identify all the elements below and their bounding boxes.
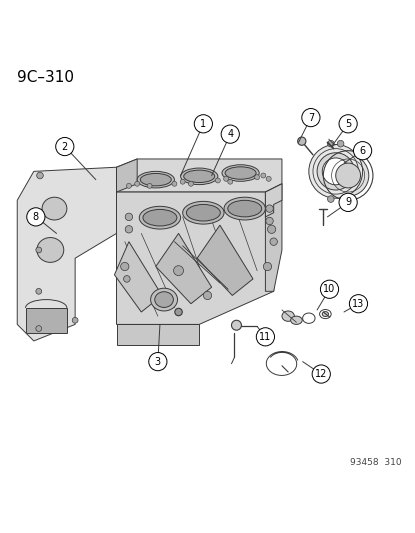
Ellipse shape <box>37 238 64 262</box>
Ellipse shape <box>228 200 262 217</box>
Circle shape <box>188 181 193 186</box>
Circle shape <box>36 247 42 253</box>
Circle shape <box>135 181 140 186</box>
Circle shape <box>266 217 273 225</box>
Ellipse shape <box>327 155 369 196</box>
Circle shape <box>261 173 266 178</box>
Circle shape <box>255 175 260 180</box>
Ellipse shape <box>224 197 266 220</box>
Ellipse shape <box>282 311 294 321</box>
Circle shape <box>320 280 339 298</box>
Circle shape <box>56 138 74 156</box>
Circle shape <box>327 196 334 203</box>
Text: 2: 2 <box>62 142 68 151</box>
Text: 8: 8 <box>33 212 39 222</box>
Ellipse shape <box>143 209 177 226</box>
Ellipse shape <box>322 158 349 185</box>
Circle shape <box>124 276 130 282</box>
Circle shape <box>221 125 239 143</box>
Ellipse shape <box>309 144 363 198</box>
Circle shape <box>147 183 152 188</box>
Text: 10: 10 <box>323 284 336 294</box>
Ellipse shape <box>137 172 174 188</box>
Ellipse shape <box>186 205 220 221</box>
Circle shape <box>194 115 212 133</box>
Circle shape <box>268 225 276 233</box>
Polygon shape <box>266 184 282 217</box>
Circle shape <box>125 225 133 233</box>
Polygon shape <box>117 325 199 345</box>
Text: 5: 5 <box>345 119 351 129</box>
Ellipse shape <box>225 167 256 179</box>
Text: 7: 7 <box>308 112 314 123</box>
Circle shape <box>354 142 372 160</box>
Circle shape <box>175 308 182 316</box>
Text: 93458  310: 93458 310 <box>350 458 402 467</box>
Ellipse shape <box>42 197 67 220</box>
Circle shape <box>203 292 212 300</box>
Text: 1: 1 <box>200 119 206 129</box>
Text: 9C–310: 9C–310 <box>17 70 74 85</box>
Circle shape <box>232 320 242 330</box>
Circle shape <box>228 179 233 184</box>
Circle shape <box>327 140 334 147</box>
Text: 6: 6 <box>359 146 366 156</box>
Polygon shape <box>156 233 212 304</box>
Circle shape <box>36 326 42 332</box>
Circle shape <box>339 193 357 212</box>
Circle shape <box>149 352 167 371</box>
Polygon shape <box>117 192 273 325</box>
Ellipse shape <box>183 201 224 224</box>
Ellipse shape <box>184 170 215 182</box>
Circle shape <box>312 365 330 383</box>
Circle shape <box>266 176 271 181</box>
Text: 4: 4 <box>227 129 233 139</box>
Polygon shape <box>115 241 162 312</box>
Circle shape <box>125 213 133 221</box>
Text: 3: 3 <box>155 357 161 367</box>
Circle shape <box>36 288 42 294</box>
Polygon shape <box>266 184 282 292</box>
Text: 13: 13 <box>352 298 365 309</box>
Circle shape <box>256 328 274 346</box>
Ellipse shape <box>317 153 354 190</box>
Polygon shape <box>117 159 137 192</box>
Circle shape <box>121 262 129 271</box>
Ellipse shape <box>290 316 302 325</box>
Polygon shape <box>17 167 117 341</box>
Circle shape <box>172 181 177 186</box>
Ellipse shape <box>151 288 178 311</box>
Circle shape <box>337 140 344 147</box>
Circle shape <box>215 178 220 183</box>
Text: 12: 12 <box>315 369 327 379</box>
Text: 9: 9 <box>345 197 351 207</box>
Ellipse shape <box>322 312 329 317</box>
Circle shape <box>298 137 306 146</box>
Polygon shape <box>197 225 253 295</box>
Polygon shape <box>117 159 282 192</box>
Circle shape <box>37 172 43 179</box>
Circle shape <box>339 115 357 133</box>
Circle shape <box>72 317 78 323</box>
Circle shape <box>36 210 42 216</box>
Circle shape <box>224 176 229 181</box>
Polygon shape <box>25 308 67 333</box>
Ellipse shape <box>222 165 259 181</box>
Circle shape <box>270 238 277 245</box>
Circle shape <box>302 109 320 127</box>
Circle shape <box>173 265 183 276</box>
Ellipse shape <box>139 206 181 229</box>
Circle shape <box>127 183 132 188</box>
Circle shape <box>264 262 271 271</box>
Circle shape <box>180 179 185 184</box>
Circle shape <box>349 295 368 313</box>
Ellipse shape <box>155 292 173 308</box>
Ellipse shape <box>140 173 171 186</box>
Circle shape <box>266 205 273 212</box>
Ellipse shape <box>181 168 218 184</box>
Ellipse shape <box>336 163 361 188</box>
Circle shape <box>27 208 45 226</box>
Text: 11: 11 <box>259 332 271 342</box>
